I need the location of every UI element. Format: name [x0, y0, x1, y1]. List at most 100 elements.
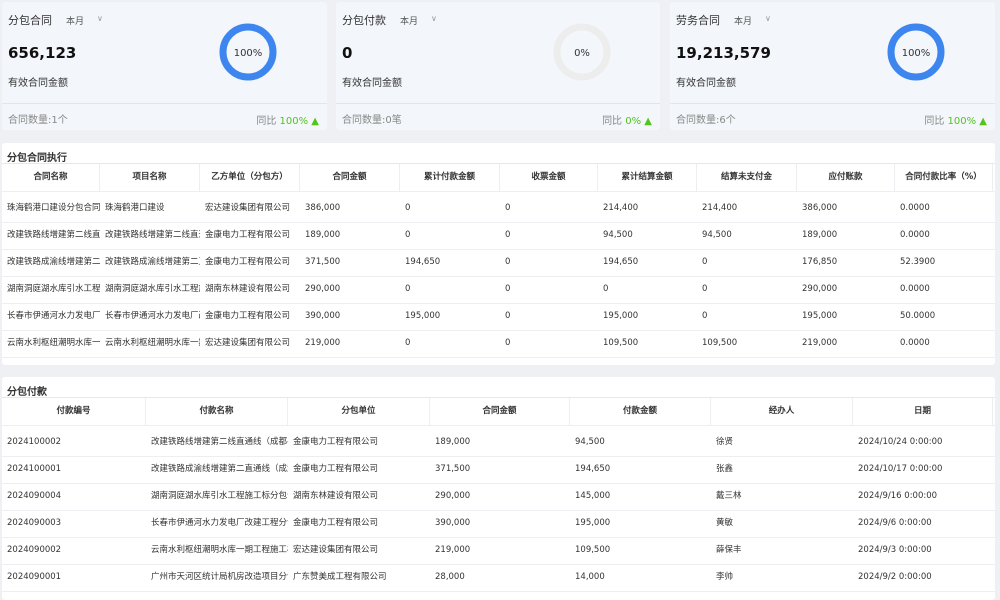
table-cell: 金康电力工程有限公司 — [205, 311, 291, 321]
summary-card: 分包付款 本月 ∨ 0 有效合同金额 合同数量:0笔 同比 0% ▲ 0% — [336, 2, 660, 130]
table-cell: 云南水利枢纽潮明水库一期工 — [105, 338, 200, 348]
divider — [670, 103, 995, 104]
table-row: 云南水利枢纽潮明水库一期工云南水利枢纽潮明水库一期工宏达建设集团有限公司219,… — [2, 330, 995, 358]
table-cell: 湖南洞庭湖水库引水工程施工 — [7, 284, 100, 294]
table-cell: 广州市天河区统计局机房改造项目分包合 — [151, 572, 288, 582]
header-cell: 累计付款金额 — [400, 164, 500, 191]
table-cell: 94,500 — [702, 230, 732, 240]
table-cell: 390,000 — [435, 518, 471, 528]
table-cell: 长春市伊通河水力发电厂改建 — [7, 311, 100, 321]
table-cell: 0 — [505, 311, 511, 321]
table-cell: 109,500 — [603, 338, 639, 348]
header-cell: 付款编号 — [2, 398, 146, 425]
table-cell: 0 — [505, 203, 511, 213]
yoy: 同比 0% ▲ — [602, 112, 652, 127]
period-dropdown[interactable]: 本月 — [400, 17, 419, 27]
yoy: 同比 100% ▲ — [924, 112, 987, 127]
header-cell: 分包单位 — [288, 398, 430, 425]
table-cell: 290,000 — [435, 491, 471, 501]
table-cell: 2024/10/17 0:00:00 — [858, 464, 943, 474]
table-cell: 0 — [405, 203, 411, 213]
table-cell: 214,400 — [702, 203, 738, 213]
table-cell: 2024090004 — [7, 491, 62, 501]
table-cell: 0.0000 — [900, 203, 930, 213]
table-title: 分包合同执行 — [7, 153, 67, 164]
table-cell: 湖南洞庭湖水库引水工程施工标分包合同 — [151, 491, 288, 501]
dropdown-arrow: ∨ — [765, 14, 771, 23]
table-cell: 张鑫 — [716, 464, 734, 474]
ring-chart: 100% — [887, 23, 945, 81]
table-cell: 2024/10/24 0:00:00 — [858, 437, 943, 447]
table-cell: 金康电力工程有限公司 — [293, 437, 379, 447]
ring-label: 100% — [902, 48, 931, 59]
table-cell: 金康电力工程有限公司 — [293, 464, 379, 474]
table-cell: 云南水利枢纽潮明水库一期工程施工标分 — [151, 545, 288, 555]
ring-arc — [887, 23, 945, 81]
table-cell: 改建铁路成渝线增建第二直通线（成渝枢 — [151, 464, 288, 474]
table-cell: 189,000 — [305, 230, 341, 240]
header-cell: 付款金额 — [570, 398, 711, 425]
table-cell: 广东赞美成工程有限公司 — [293, 572, 387, 582]
table-cell: 52.3900 — [900, 257, 936, 267]
table-row: 2024090002 云南水利枢纽潮明水库一期工程施工标分宏达建设集团有限公司 21… — [2, 537, 995, 565]
yoy-value: 100% ▲ — [947, 116, 987, 127]
ring-arc — [219, 23, 277, 81]
table-cell: 改建铁路线增建第二线直通线 — [105, 230, 200, 240]
table-cell: 194,650 — [603, 257, 639, 267]
table-cell: 290,000 — [802, 284, 838, 294]
table-cell: 2024100002 — [7, 437, 62, 447]
table-cell: 珠海鹤港口建设 — [105, 203, 165, 213]
divider — [2, 103, 327, 104]
table-cell: 50.0000 — [900, 311, 936, 321]
table-cell: 371,500 — [435, 464, 471, 474]
amount: 19,213,579 — [676, 44, 771, 62]
header-cell: 合同付款比率（%） — [895, 164, 993, 191]
ring-label: 0% — [574, 48, 590, 59]
table-cell: 2024/9/3 0:00:00 — [858, 545, 932, 555]
header-cell: 应付账款 — [797, 164, 895, 191]
table-cell: 214,400 — [603, 203, 639, 213]
table-cell: 189,000 — [435, 437, 471, 447]
table-cell: 湖南东林建设有限公司 — [293, 491, 379, 501]
header-cell: 付款名称 — [146, 398, 288, 425]
table-cell: 194,650 — [575, 464, 611, 474]
amount-label: 有效合同金额 — [676, 78, 736, 89]
table-cell: 0 — [405, 338, 411, 348]
table-cell: 195,000 — [802, 311, 838, 321]
table-cell: 371,500 — [305, 257, 341, 267]
table-cell: 2024100001 — [7, 464, 62, 474]
table-cell: 长春市伊通河水力发电厂改建 — [105, 311, 200, 321]
table-panel: 分包付款 付款编号 付款名称 分包单位 合同金额 付款金额 经办人 日期 2024100002 改… — [2, 377, 995, 600]
table-cell: 0 — [405, 230, 411, 240]
table-cell: 189,000 — [802, 230, 838, 240]
header-cell: 结算未支付金 — [697, 164, 797, 191]
contract-count: 合同数量:6个 — [676, 115, 736, 126]
table-cell: 2024/9/6 0:00:00 — [858, 518, 932, 528]
table-cell: 195,000 — [603, 311, 639, 321]
contract-count: 合同数量:0笔 — [342, 115, 402, 126]
table-cell: 金康电力工程有限公司 — [293, 518, 379, 528]
table-cell: 湖南洞庭湖水库引水工程施工 — [105, 284, 200, 294]
amount-label: 有效合同金额 — [8, 78, 68, 89]
table-cell: 14,000 — [575, 572, 605, 582]
period-dropdown[interactable]: 本月 — [734, 17, 753, 27]
period-dropdown[interactable]: 本月 — [66, 17, 85, 27]
table-cell: 2024/9/16 0:00:00 — [858, 491, 938, 501]
table-header: 合同名称 项目名称 乙方单位（分包方） 合同金额 累计付款金额 收票金额 累计结算金额 结算未… — [2, 163, 995, 192]
yoy: 同比 100% ▲ — [256, 112, 319, 127]
table-cell: 改建铁路线增建第二线直通线（成都-西安 — [151, 437, 288, 447]
table-cell: 黄敏 — [716, 518, 734, 528]
table-cell: 195,000 — [405, 311, 441, 321]
ring-chart: 0% — [553, 23, 611, 81]
table-header: 付款编号 付款名称 分包单位 合同金额 付款金额 经办人 日期 — [2, 397, 995, 426]
table-cell: 改建铁路成渝线增建第二直通 — [105, 257, 200, 267]
table-cell: 宏达建设集团有限公司 — [205, 203, 291, 213]
table-cell: 109,500 — [702, 338, 738, 348]
table-cell: 珠海鹤港口建设分包合同 — [7, 203, 100, 213]
table-cell: 0.0000 — [900, 338, 930, 348]
header-cell: 累计结算金额 — [598, 164, 697, 191]
yoy-label: 同比 — [602, 116, 623, 127]
table-row: 2024090003 长春市伊通河水力发电厂改建工程分包合金康电力工程有限公司 39… — [2, 510, 995, 538]
table-cell: 0 — [505, 257, 511, 267]
